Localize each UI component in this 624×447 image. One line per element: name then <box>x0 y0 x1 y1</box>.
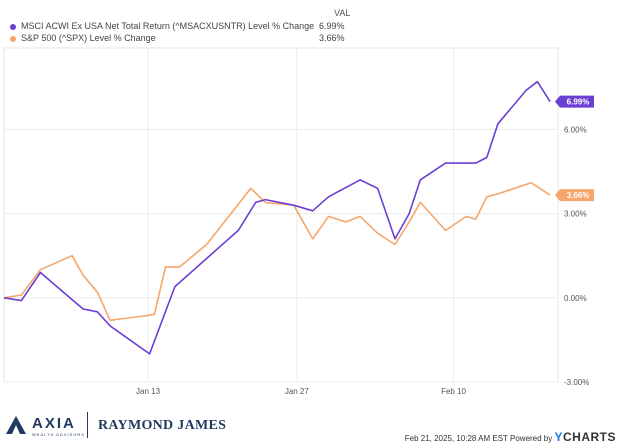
legend-item-msci[interactable]: MSCI ACWI Ex USA Net Total Return (^MSAC… <box>8 21 358 33</box>
ycharts-logo: YCHARTS <box>554 430 616 444</box>
legend-swatch-msci <box>10 24 16 30</box>
x-tick-label: Jan 27 <box>285 387 310 396</box>
ycharts-logo-rest: CHARTS <box>563 430 616 444</box>
logo-divider <box>87 412 88 438</box>
footer-logos: AXIA WEALTH ADVISORS RAYMOND JAMES <box>6 412 246 442</box>
ycharts-logo-y: Y <box>554 430 563 444</box>
end-label-text-spx: 3.66% <box>567 191 590 200</box>
series-line-msci <box>3 80 551 355</box>
axia-logo-subtext: WEALTH ADVISORS <box>32 432 85 437</box>
plot-frame <box>3 47 559 383</box>
legend-label-msci: MSCI ACWI Ex USA Net Total Return (^MSAC… <box>21 21 315 31</box>
legend-item-spx[interactable]: S&P 500 (^SPX) Level % Change 3.66% <box>8 33 358 45</box>
y-tick-label: 3.00% <box>564 210 587 219</box>
x-tick-label: Feb 10 <box>441 387 466 396</box>
y-tick-label: 6.00% <box>564 125 587 134</box>
raymond-james-logo: RAYMOND JAMES <box>98 418 227 433</box>
legend-value-msci: 6.99% <box>319 21 345 31</box>
legend-label-spx: S&P 500 (^SPX) Level % Change <box>21 33 156 43</box>
y-tick-label: -3.00% <box>564 378 589 387</box>
legend-swatch-spx <box>10 36 16 42</box>
end-label-text-msci: 6.99% <box>567 98 590 107</box>
axia-logo-text: AXIA <box>32 415 76 432</box>
legend-value-spx: 3.66% <box>319 33 345 43</box>
y-tick-label: 0.00% <box>564 294 587 303</box>
axia-logo-icon <box>6 416 26 434</box>
footer-attribution: Feb 21, 2025, 10:28 AM EST Powered by YC… <box>405 430 616 444</box>
end-label-flag-msci <box>555 95 594 108</box>
timestamp: Feb 21, 2025, 10:28 AM EST Powered by <box>404 434 553 443</box>
x-tick-label: Jan 13 <box>136 387 161 396</box>
end-label-flag-spx <box>555 189 594 202</box>
legend-value-header: VAL <box>334 8 351 18</box>
series-line-spx <box>3 181 551 322</box>
